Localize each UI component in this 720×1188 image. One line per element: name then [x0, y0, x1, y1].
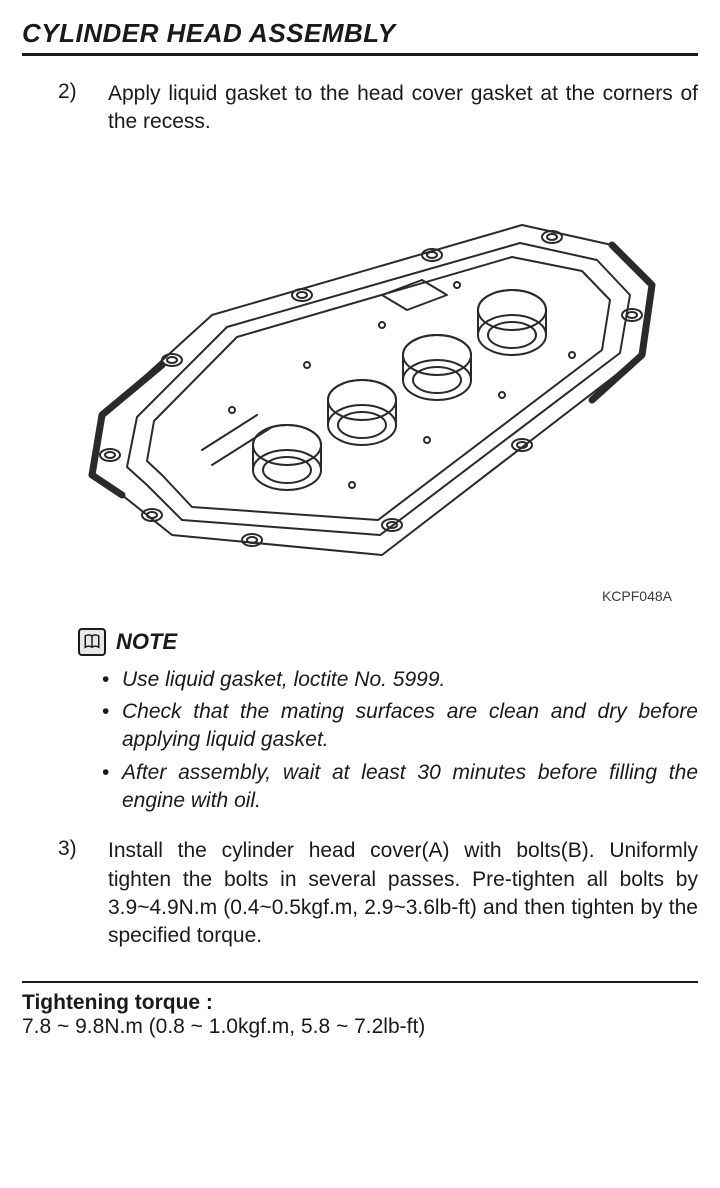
note-block: NOTE Use liquid gasket, loctite No. 5999… — [22, 628, 698, 816]
step-text: Install the cylinder head cover(A) with … — [108, 837, 698, 950]
torque-label: Tightening torque : — [22, 991, 698, 1015]
torque-spec-block: Tightening torque : 7.8 ~ 9.8N.m (0.8 ~ … — [22, 981, 698, 1039]
step-number: 2) — [58, 80, 108, 137]
figure-id-label: KCPF048A — [22, 588, 698, 604]
torque-value: 7.8 ~ 9.8N.m (0.8 ~ 1.0kgf.m, 5.8 ~ 7.2l… — [22, 1015, 698, 1039]
note-label: NOTE — [116, 629, 177, 655]
note-item: After assembly, wait at least 30 minutes… — [102, 759, 698, 816]
head-cover-diagram-icon — [52, 155, 692, 575]
step-number: 3) — [58, 837, 108, 950]
step-text: Apply liquid gasket to the head cover ga… — [108, 80, 698, 137]
page-title: CYLINDER HEAD ASSEMBLY — [22, 18, 698, 56]
note-item: Check that the mating surfaces are clean… — [102, 698, 698, 755]
figure-cylinder-head-cover — [22, 149, 698, 584]
note-item: Use liquid gasket, loctite No. 5999. — [102, 666, 698, 694]
note-list: Use liquid gasket, loctite No. 5999. Che… — [78, 666, 698, 816]
book-icon — [78, 628, 106, 656]
note-header: NOTE — [78, 628, 698, 656]
step-3: 3) Install the cylinder head cover(A) wi… — [22, 837, 698, 950]
step-2: 2) Apply liquid gasket to the head cover… — [22, 80, 698, 137]
